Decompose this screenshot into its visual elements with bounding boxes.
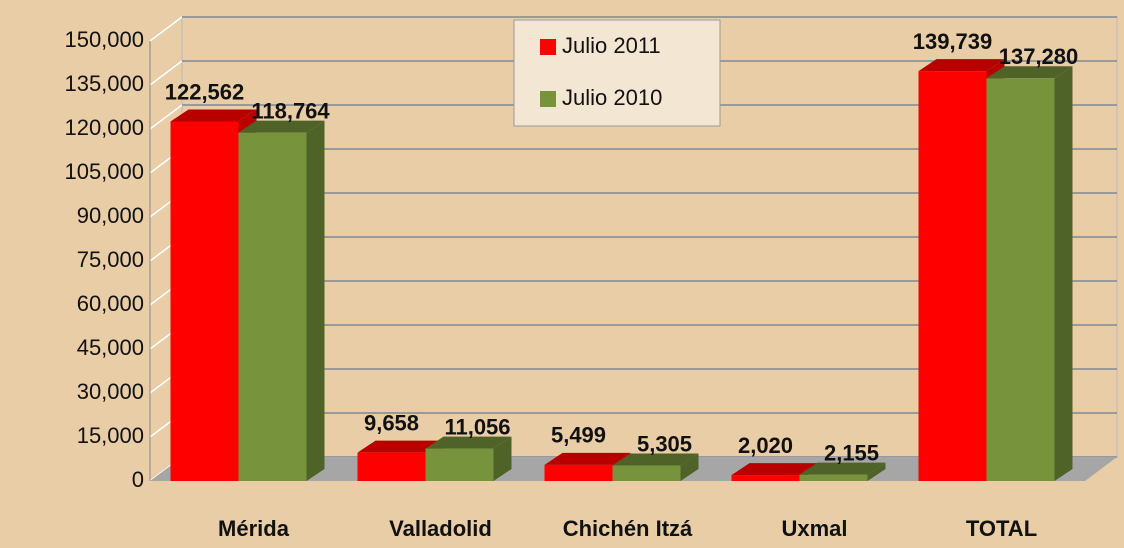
bar-side — [1054, 66, 1073, 481]
bar-top — [425, 436, 512, 449]
y-tick-label: 0 — [132, 467, 144, 492]
bar — [986, 78, 1055, 481]
bar — [918, 71, 987, 481]
value-label: 118,764 — [251, 98, 330, 123]
bar — [799, 474, 868, 481]
value-label: 2,155 — [824, 440, 879, 465]
bar — [731, 475, 800, 481]
legend-label: Julio 2010 — [562, 85, 662, 110]
legend-box — [513, 19, 721, 127]
bar-top — [170, 109, 257, 122]
bar-top — [731, 463, 818, 476]
y-tick-label: 45,000 — [77, 335, 144, 360]
y-tick-label: 120,000 — [64, 115, 144, 140]
x-tick-label: Uxmal — [781, 516, 847, 541]
bar-top — [918, 59, 1005, 72]
bar-side — [680, 453, 699, 481]
bar-side — [867, 462, 886, 481]
y-tick-label: 90,000 — [77, 203, 144, 228]
legend-label: Julio 2011 — [562, 33, 661, 58]
value-label: 9,658 — [364, 410, 419, 435]
bar-top — [357, 440, 444, 453]
x-tick-label: Chichén Itzá — [563, 516, 693, 541]
bar-side — [493, 436, 512, 481]
bar-top — [986, 66, 1073, 79]
bar-top — [238, 120, 325, 133]
y-tick-label: 105,000 — [64, 159, 144, 184]
bar — [238, 132, 307, 481]
y-tick-label: 135,000 — [64, 71, 144, 96]
x-tick-label: TOTAL — [966, 516, 1037, 541]
y-tick-label: 150,000 — [64, 27, 144, 52]
bar-top — [544, 452, 631, 465]
value-label: 11,056 — [444, 414, 510, 439]
bar-top — [799, 462, 886, 475]
bar — [612, 465, 681, 481]
y-tick-label: 30,000 — [77, 379, 144, 404]
legend-swatch — [540, 39, 556, 55]
value-label: 5,305 — [637, 431, 692, 456]
bar — [357, 452, 426, 481]
grid-line — [149, 60, 183, 86]
grid-line — [149, 16, 183, 42]
grid-line — [149, 104, 183, 130]
value-label: 2,020 — [738, 433, 793, 458]
value-label: 5,499 — [551, 423, 606, 448]
y-tick-label: 60,000 — [77, 291, 144, 316]
y-tick-label: 15,000 — [77, 423, 144, 448]
y-tick-label: 75,000 — [77, 247, 144, 272]
value-label: 137,280 — [999, 44, 1079, 69]
x-tick-label: Mérida — [218, 516, 290, 541]
value-label: 122,562 — [165, 79, 245, 104]
bar — [544, 464, 613, 481]
bar-top — [612, 453, 699, 466]
bar — [425, 448, 494, 481]
bar — [170, 121, 239, 481]
bar-side — [306, 120, 325, 481]
legend-swatch — [540, 91, 556, 107]
value-label: 139,739 — [913, 29, 993, 54]
x-tick-label: Valladolid — [389, 516, 492, 541]
